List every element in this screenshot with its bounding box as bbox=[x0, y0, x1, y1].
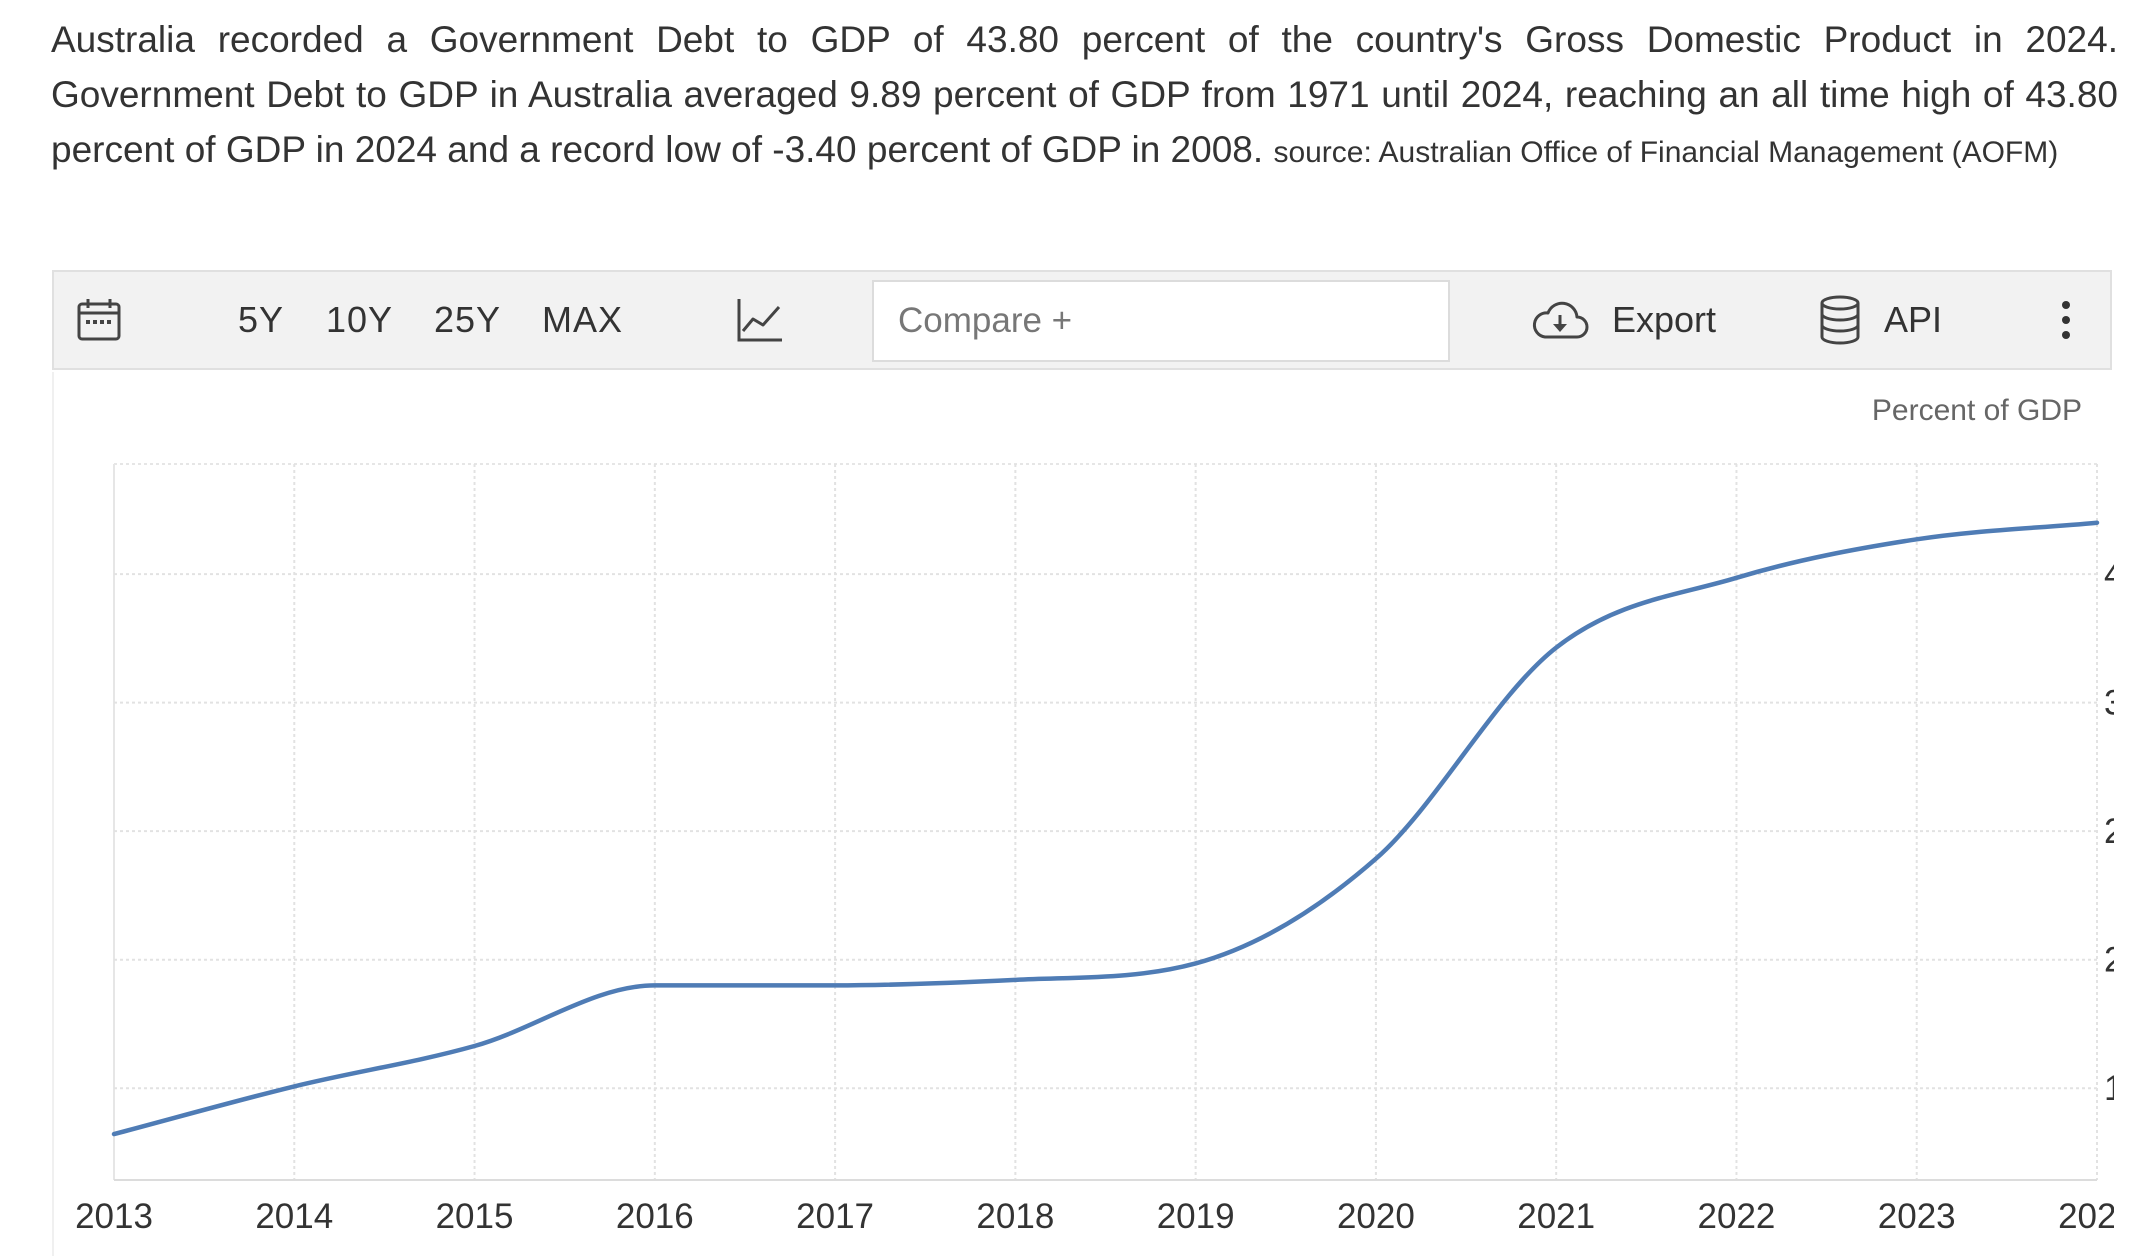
line-chart: 13 20 27 34 41 2013 2014 2015 2016 2017 2018 2019 20… bbox=[75, 463, 2114, 1236]
database-icon bbox=[1820, 295, 1860, 345]
y-tick-label: 13 bbox=[2104, 1069, 2114, 1108]
x-tick-label: 2014 bbox=[255, 1197, 333, 1236]
cloud-download-icon bbox=[1532, 301, 1589, 339]
range-25y-button[interactable]: 25Y bbox=[434, 299, 502, 340]
chart-toolbar: 5Y 10Y 25Y MAX Export API bbox=[52, 270, 2112, 370]
api-button[interactable]: API bbox=[1818, 272, 1942, 368]
export-button[interactable]: Export bbox=[1530, 272, 1716, 368]
api-label: API bbox=[1884, 299, 1943, 340]
x-tick-label: 2016 bbox=[616, 1197, 694, 1236]
range-max-button[interactable]: MAX bbox=[542, 299, 624, 340]
description-text: Australia recorded a Government Debt to … bbox=[51, 19, 2118, 170]
x-tick-label: 2015 bbox=[436, 1197, 514, 1236]
source-note: source: Australian Office of Financial M… bbox=[1273, 136, 2059, 169]
compare-input[interactable] bbox=[872, 280, 1450, 362]
calendar-button[interactable] bbox=[76, 272, 122, 368]
range-5y-button[interactable]: 5Y bbox=[238, 299, 285, 340]
y-tick-label: 41 bbox=[2104, 555, 2114, 594]
x-tick-label: 2020 bbox=[1337, 1197, 1415, 1236]
x-tick-label: 2019 bbox=[1157, 1197, 1235, 1236]
y-tick-label: 34 bbox=[2104, 684, 2114, 723]
x-tick-label: 2022 bbox=[1698, 1197, 1776, 1236]
export-label: Export bbox=[1612, 299, 1717, 340]
x-tick-label: 2024 bbox=[2058, 1197, 2114, 1236]
series-line[interactable] bbox=[111, 520, 2100, 1137]
x-tick-label: 2018 bbox=[976, 1197, 1054, 1236]
x-tick-label: 2013 bbox=[75, 1197, 153, 1236]
calendar-icon bbox=[77, 299, 121, 341]
x-tick-label: 2021 bbox=[1517, 1197, 1595, 1236]
y-tick-label: 20 bbox=[2104, 941, 2114, 980]
chart-area: Percent of GDP 13 20 27 34 41 2013 2014 2015 201… bbox=[52, 372, 2114, 1256]
x-tick-label: 2023 bbox=[1878, 1197, 1956, 1236]
y-axis-unit-label: Percent of GDP bbox=[1871, 394, 2082, 427]
more-vertical-icon bbox=[2062, 301, 2070, 339]
chart-type-button[interactable] bbox=[736, 272, 784, 368]
chart-description: Australia recorded a Government Debt to … bbox=[51, 12, 2118, 180]
y-tick-label: 27 bbox=[2104, 812, 2114, 851]
more-options-button[interactable] bbox=[2060, 272, 2072, 368]
line-chart-icon bbox=[737, 299, 782, 342]
x-tick-label: 2017 bbox=[796, 1197, 874, 1236]
range-10y-button[interactable]: 10Y bbox=[326, 299, 394, 340]
